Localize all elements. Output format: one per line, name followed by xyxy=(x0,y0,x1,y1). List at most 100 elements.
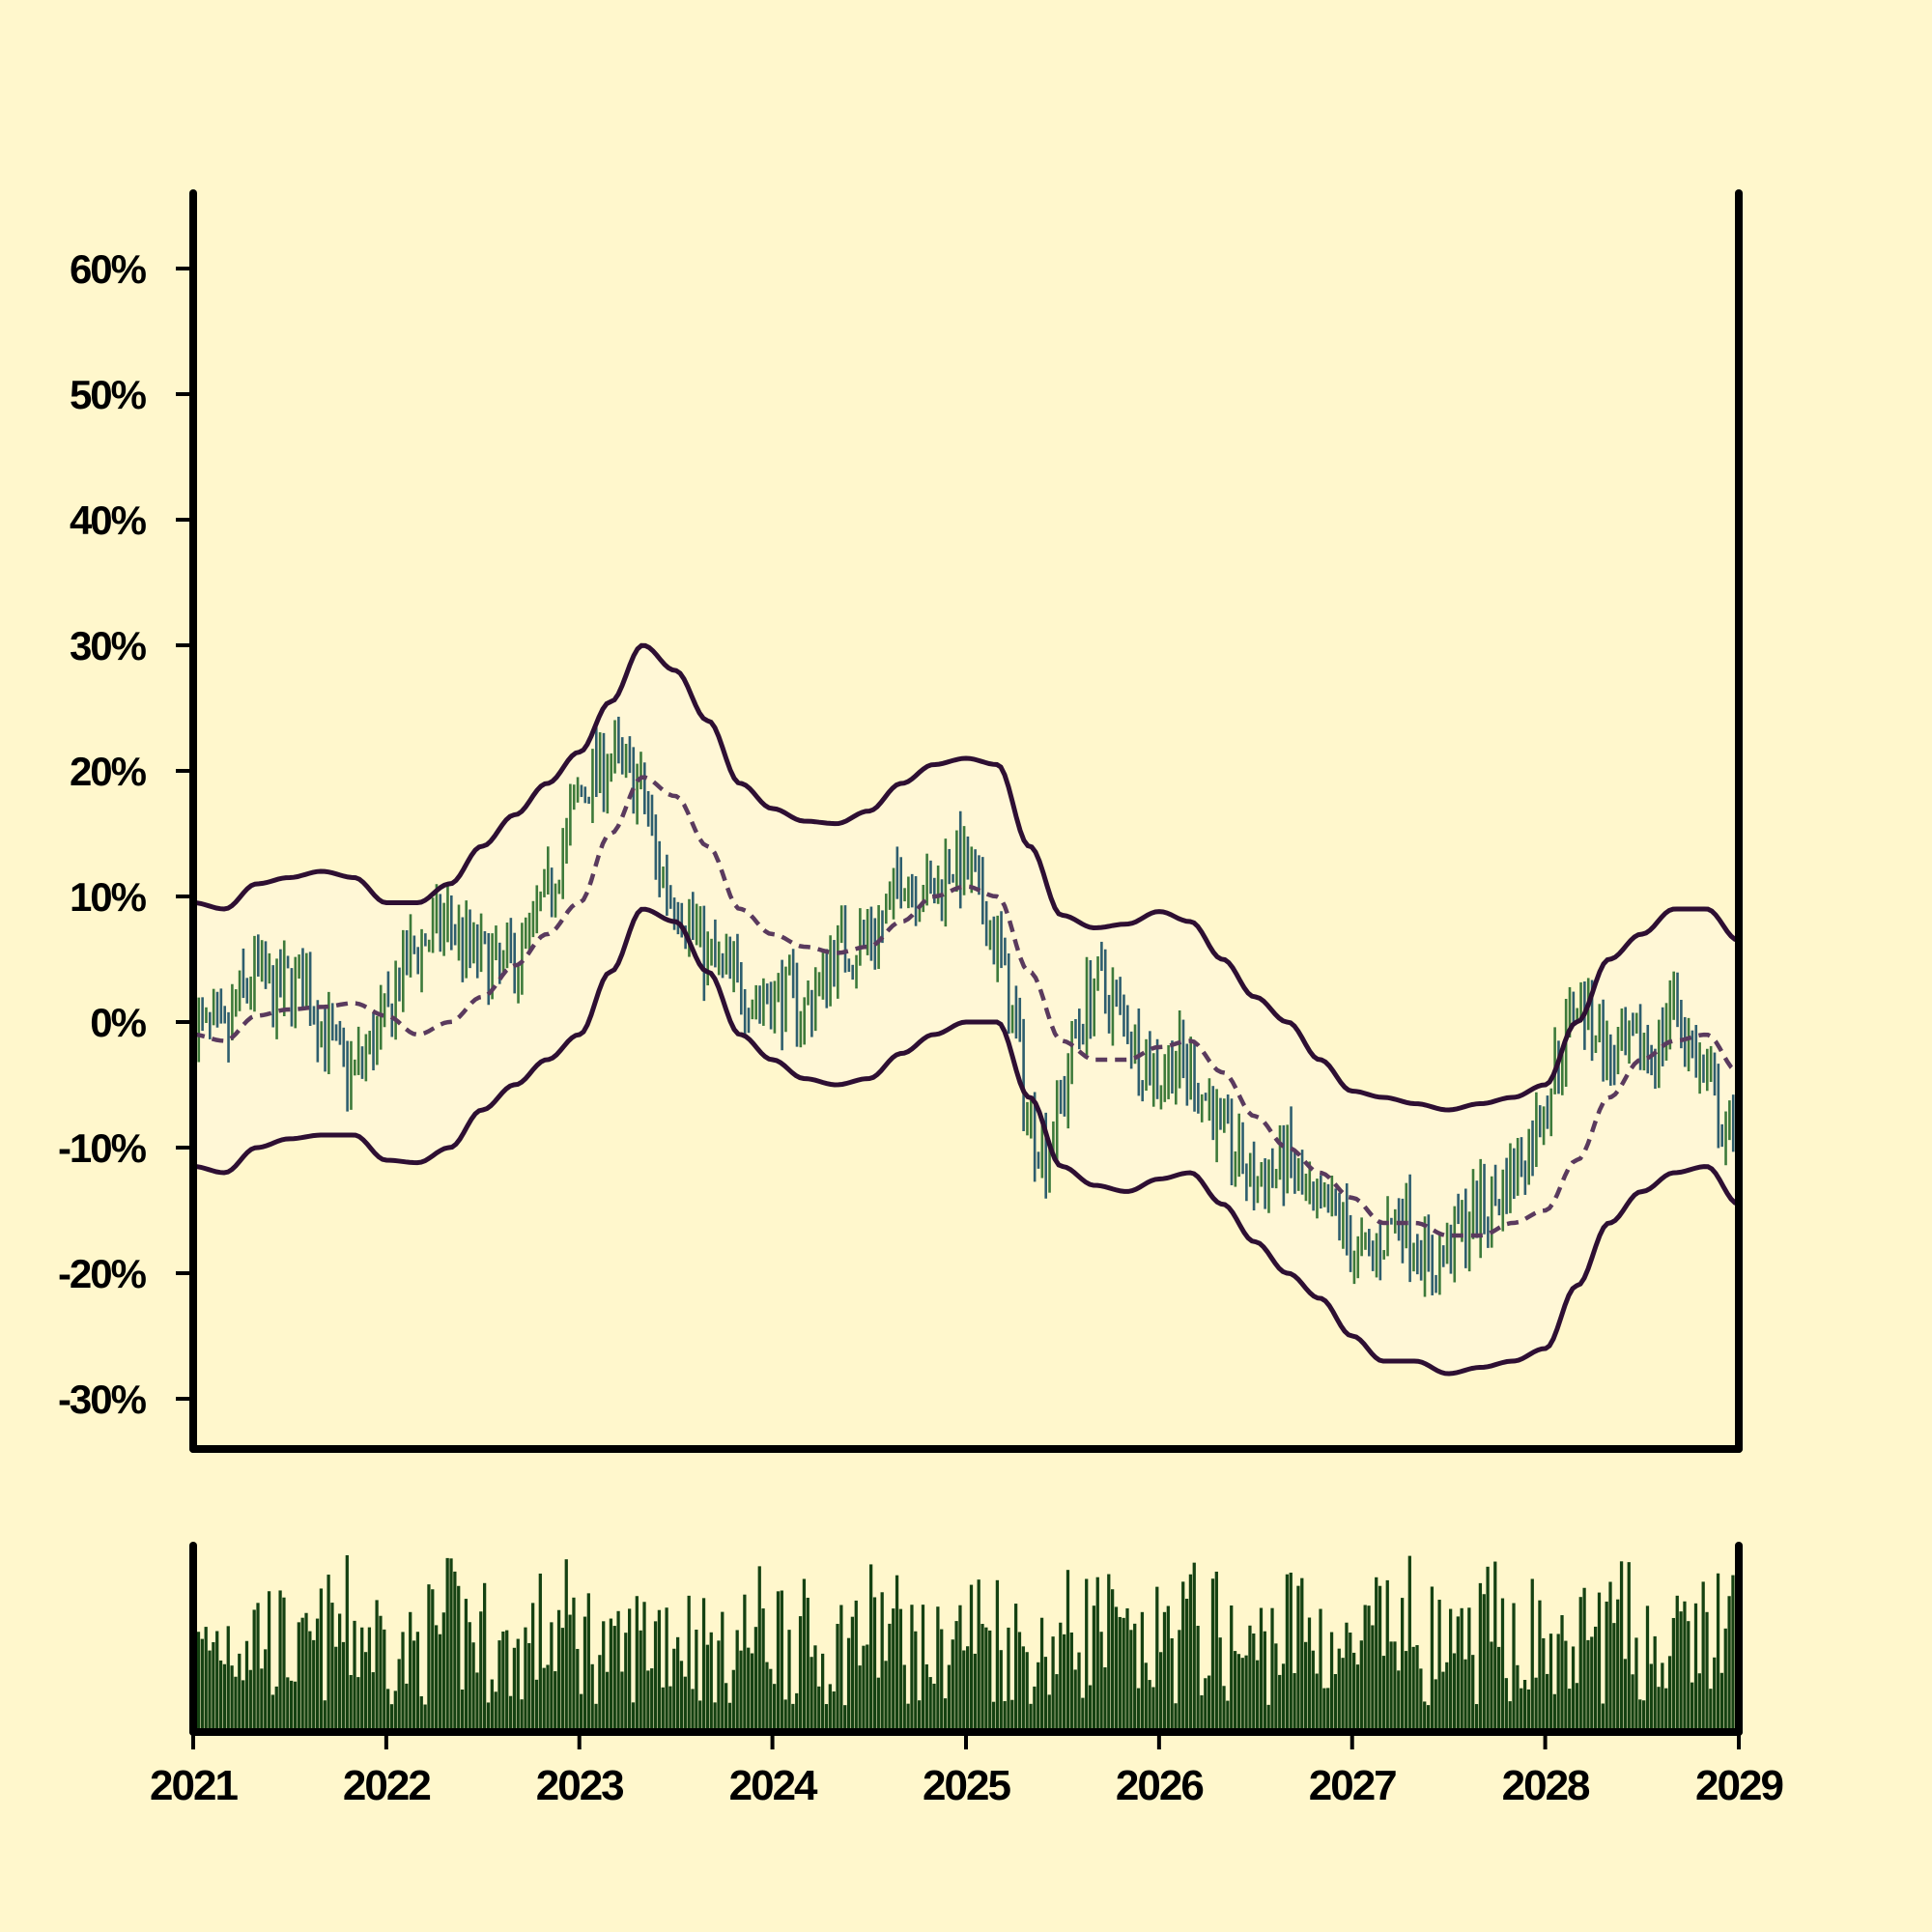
volume-bar xyxy=(524,1627,527,1732)
volume-bar xyxy=(1608,1581,1612,1732)
volume-bar xyxy=(918,1700,922,1732)
volume-bar xyxy=(843,1705,847,1732)
volume-bar xyxy=(405,1683,409,1732)
volume-bar xyxy=(315,1618,320,1732)
volume-bar xyxy=(568,1614,572,1732)
volume-bar xyxy=(1597,1592,1602,1732)
volume-bar xyxy=(924,1663,928,1732)
volume-bar xyxy=(731,1669,735,1732)
volume-bar xyxy=(1375,1577,1378,1732)
volume-bar xyxy=(1043,1657,1048,1732)
volume-bar xyxy=(345,1555,349,1732)
volume-bar xyxy=(991,1701,996,1732)
volume-bar xyxy=(556,1609,561,1732)
volume-bar xyxy=(940,1629,944,1732)
volume-bar xyxy=(646,1670,650,1732)
volume-bar xyxy=(1542,1637,1546,1732)
volume-bar xyxy=(672,1648,676,1732)
volume-bar xyxy=(1500,1598,1505,1732)
volume-bar xyxy=(858,1665,862,1732)
volume-bar xyxy=(497,1640,501,1732)
volume-bar xyxy=(802,1578,807,1732)
volume-bar xyxy=(1214,1571,1218,1732)
x-tick-label: 2023 xyxy=(536,1762,623,1809)
volume-bar xyxy=(1355,1664,1360,1732)
volume-bar xyxy=(267,1591,271,1732)
volume-bar xyxy=(435,1625,439,1732)
volume-bar xyxy=(872,1597,877,1732)
volume-bar xyxy=(212,1641,215,1732)
volume-bar xyxy=(1037,1662,1040,1732)
volume-bar xyxy=(668,1686,672,1732)
volume-bar xyxy=(226,1626,230,1732)
volume-bar xyxy=(508,1695,513,1732)
volume-bar xyxy=(409,1611,412,1732)
volume-bar xyxy=(297,1622,300,1732)
volume-bar xyxy=(824,1704,829,1732)
volume-bar xyxy=(631,1702,636,1732)
volume-bar xyxy=(1174,1703,1178,1732)
volume-bar xyxy=(1434,1679,1437,1732)
volume-bar xyxy=(1196,1626,1200,1732)
volume-bar xyxy=(531,1603,535,1732)
volume-bar xyxy=(1401,1598,1405,1732)
volume-bar xyxy=(1690,1682,1694,1732)
volume-bar xyxy=(1474,1704,1479,1732)
volume-bar xyxy=(1571,1646,1576,1732)
volume-bar xyxy=(836,1624,839,1732)
volume-bar xyxy=(464,1599,469,1732)
volume-bar xyxy=(1404,1651,1408,1732)
x-tick-label: 2029 xyxy=(1695,1762,1782,1809)
volume-bar xyxy=(580,1693,583,1732)
volume-bar xyxy=(1047,1694,1051,1732)
volume-bar xyxy=(1240,1658,1244,1732)
volume-bar xyxy=(468,1622,471,1732)
volume-bar xyxy=(1256,1660,1260,1732)
volume-bar xyxy=(1248,1625,1252,1732)
volume-bar xyxy=(683,1676,687,1732)
volume-bar xyxy=(1645,1605,1650,1732)
volume-bar xyxy=(1144,1662,1148,1732)
volume-bar xyxy=(724,1683,728,1732)
volume-bar xyxy=(743,1594,747,1732)
volume-bar xyxy=(360,1627,364,1732)
y-tick-label: 10% xyxy=(70,874,147,920)
volume-bar xyxy=(1556,1634,1560,1732)
volume-bar xyxy=(1059,1622,1063,1732)
volume-bar xyxy=(363,1652,368,1732)
volume-bar xyxy=(244,1640,249,1732)
volume-bar xyxy=(1103,1667,1107,1732)
volume-bar xyxy=(383,1629,386,1732)
volume-bar xyxy=(520,1699,524,1732)
volume-bar xyxy=(1159,1652,1163,1732)
volume-bar xyxy=(721,1611,724,1732)
volume-bar xyxy=(1099,1632,1103,1732)
y-tick-label: -30% xyxy=(58,1377,147,1422)
volume-bar xyxy=(1329,1632,1334,1732)
x-tick-label: 2025 xyxy=(923,1762,1010,1809)
volume-bar xyxy=(602,1621,606,1732)
volume-bar xyxy=(1007,1627,1010,1732)
volume-bar xyxy=(483,1582,487,1732)
volume-bar xyxy=(290,1680,294,1732)
volume-bar xyxy=(1129,1630,1133,1732)
volume-bar xyxy=(1578,1597,1582,1732)
volume-bar xyxy=(1731,1575,1735,1732)
volume-bar xyxy=(1200,1694,1204,1732)
volume-bar xyxy=(1359,1640,1363,1732)
volume-bar xyxy=(657,1609,662,1732)
volume-bar xyxy=(386,1689,390,1732)
volume-bar xyxy=(516,1638,520,1732)
volume-bar xyxy=(1381,1656,1386,1732)
volume-bar xyxy=(1642,1700,1646,1732)
volume-bar xyxy=(1010,1699,1014,1732)
volume-bar xyxy=(312,1639,316,1732)
volume-bar xyxy=(534,1679,539,1732)
volume-bar xyxy=(196,1632,201,1732)
volume-bar xyxy=(1437,1600,1441,1732)
volume-bar xyxy=(1619,1561,1624,1732)
volume-bar xyxy=(423,1704,427,1732)
volume-bar xyxy=(1590,1636,1594,1732)
volume-bar xyxy=(594,1703,598,1732)
volume-bar xyxy=(798,1616,803,1732)
